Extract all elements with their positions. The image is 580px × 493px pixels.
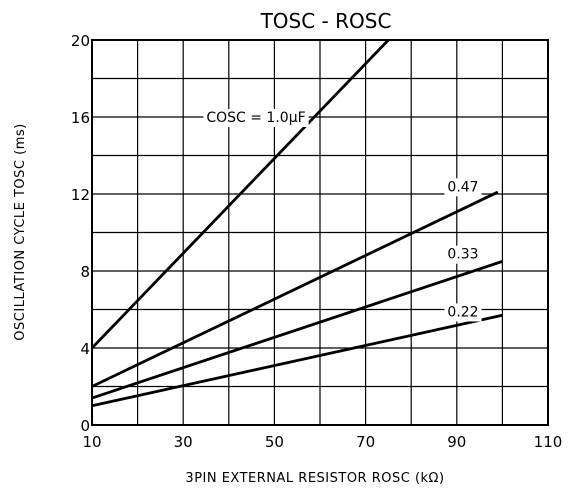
- x-tick-labels: 10 30 50 70 90 110: [82, 433, 562, 451]
- series-lines: [90, 39, 503, 408]
- y-tick-label: 12: [71, 186, 90, 204]
- series-label: 0.22: [447, 304, 478, 320]
- x-axis-title: 3PIN EXTERNAL RESISTOR ROSC (kΩ): [185, 471, 444, 486]
- y-tick-label: 8: [80, 263, 90, 281]
- series-line: [91, 190, 499, 388]
- x-tick-label: 30: [174, 433, 193, 451]
- y-tick-label: 16: [71, 109, 90, 127]
- series-label-background: [444, 303, 482, 322]
- y-axis-title: OSCILLATION CYCLE TOSC (ms): [13, 123, 28, 340]
- series-label: COSC = 1.0μF: [206, 110, 305, 126]
- series-label-background: [203, 109, 309, 127]
- plot-frame: [91, 39, 549, 426]
- grid: [92, 40, 548, 425]
- series-label-background: [444, 178, 482, 197]
- chart-title: TOSC - ROSC: [260, 9, 392, 33]
- y-tick-label: 4: [80, 340, 90, 358]
- series-label-background: [444, 245, 482, 264]
- y-tick-labels: 0 4 8 12 16 20: [71, 32, 90, 435]
- series-label: 0.33: [447, 247, 478, 263]
- x-tick-label: 70: [356, 433, 375, 451]
- x-tick-label: 110: [534, 433, 563, 451]
- series-labels: COSC = 1.0μF 0.47 0.33 0.22: [203, 109, 482, 322]
- x-tick-label: 90: [447, 433, 466, 451]
- series-line: [91, 260, 503, 400]
- series-line: [90, 39, 390, 349]
- y-tick-label: 20: [71, 32, 90, 50]
- series-line: [91, 313, 503, 408]
- x-tick-label: 50: [265, 433, 284, 451]
- x-tick-label: 10: [82, 433, 101, 451]
- series-label: 0.47: [447, 179, 478, 195]
- y-tick-label: 0: [80, 417, 90, 435]
